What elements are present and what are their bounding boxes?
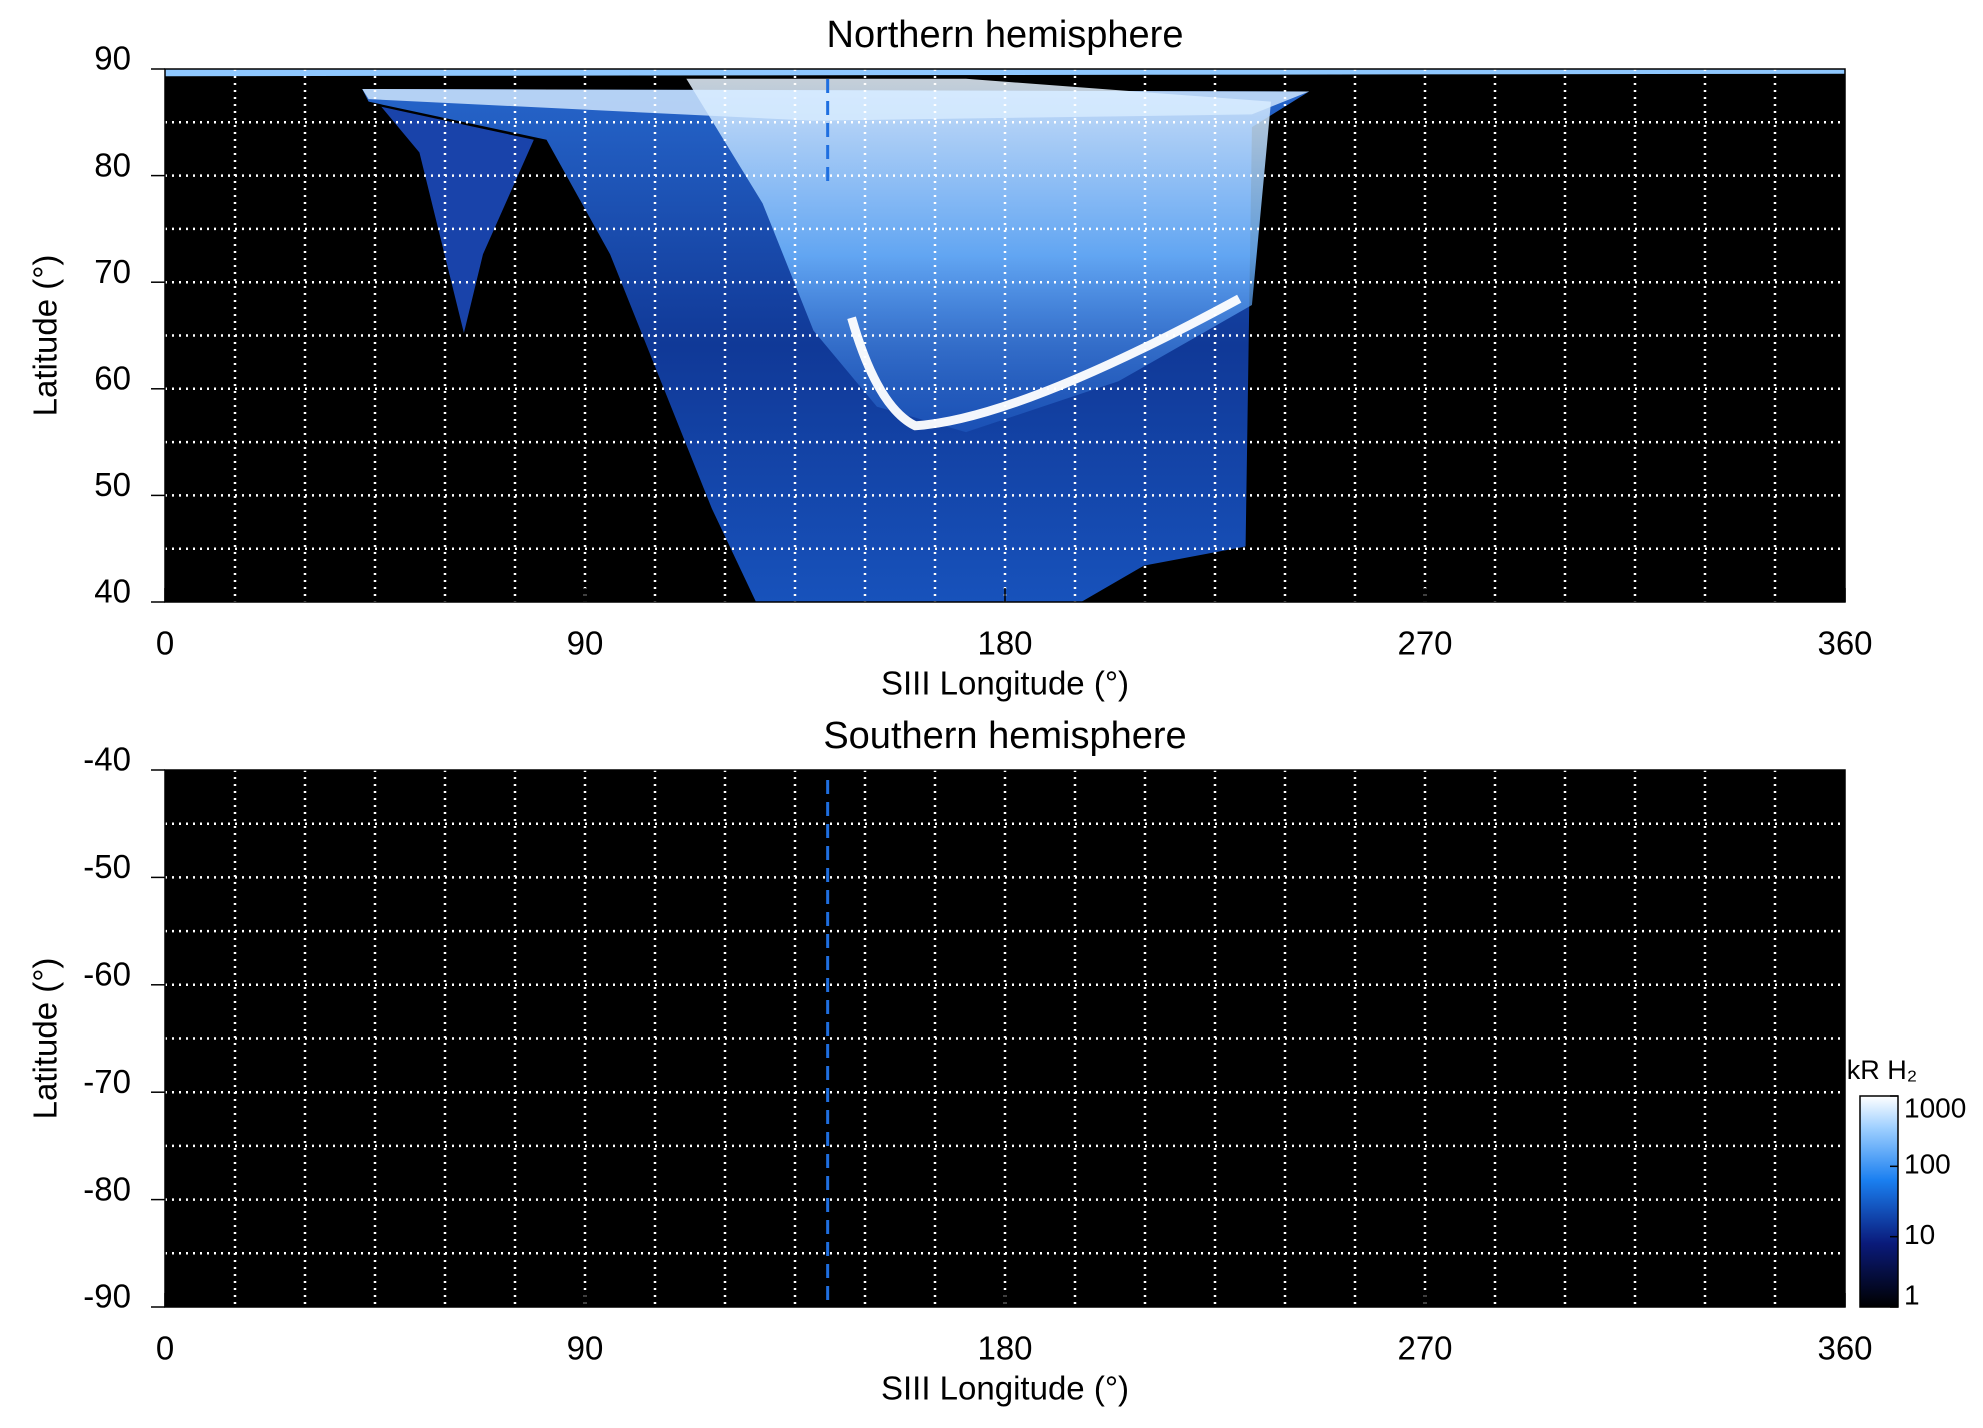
y-tick-label: -50 xyxy=(83,848,131,885)
x-tick-label: 90 xyxy=(567,625,604,662)
y-tick-label: 60 xyxy=(94,360,131,397)
colorbar-tick-label: 10 xyxy=(1904,1219,1935,1250)
x-tick-label: 270 xyxy=(1397,1330,1452,1367)
x-tick-label: 360 xyxy=(1817,625,1872,662)
emission-lobe xyxy=(381,106,534,334)
y-axis-label: Latitude (°) xyxy=(27,958,64,1120)
emission-top xyxy=(362,88,1310,121)
y-tick-label: 80 xyxy=(94,146,131,183)
y-tick-label: -70 xyxy=(83,1063,131,1100)
x-axis-label: SIII Longitude (°) xyxy=(881,665,1129,702)
chart-title: Southern hemisphere xyxy=(823,715,1186,757)
y-tick-label: -40 xyxy=(83,741,131,778)
south-panel: 0 90 180 270 360 -90 -80 -70 -60 -50 -40 Southern h… xyxy=(27,715,1967,1407)
emission-arc xyxy=(847,294,1242,431)
colorbar-tick-label: 1 xyxy=(1904,1279,1920,1310)
colorbar xyxy=(1859,1095,1899,1308)
y-tick-label: 70 xyxy=(94,253,131,290)
y-tick-label: 40 xyxy=(94,573,131,610)
x-tick-label: 180 xyxy=(977,625,1032,662)
x-tick-label: 360 xyxy=(1817,1330,1872,1367)
x-tick-label: 180 xyxy=(977,1330,1032,1367)
y-tick-label: -60 xyxy=(83,956,131,993)
x-tick-label: 90 xyxy=(567,1330,604,1367)
north-panel: 0 90 180 270 360 40 50 60 70 80 90 Northern hemisph… xyxy=(27,14,1873,702)
x-tick-label: 0 xyxy=(156,1330,174,1367)
y-tick-label: -80 xyxy=(83,1170,131,1207)
colorbar-tick-label: 1000 xyxy=(1904,1092,1966,1123)
chart-title: Northern hemisphere xyxy=(827,14,1184,56)
y-tick-label: -90 xyxy=(83,1278,131,1315)
y-axis-label: Latitude (°) xyxy=(27,255,64,417)
x-tick-label: 270 xyxy=(1397,625,1452,662)
colorbar-label: kR H₂ xyxy=(1847,1055,1917,1085)
emission-core xyxy=(686,78,1271,433)
emission-layer xyxy=(165,69,1845,602)
colorbar-tick-label: 100 xyxy=(1904,1149,1951,1180)
y-tick-label: 90 xyxy=(94,40,131,77)
x-tick-label: 0 xyxy=(156,625,174,662)
emission xyxy=(165,69,1845,602)
y-tick-label: 50 xyxy=(94,466,131,503)
x-axis-label: SIII Longitude (°) xyxy=(881,1370,1129,1407)
